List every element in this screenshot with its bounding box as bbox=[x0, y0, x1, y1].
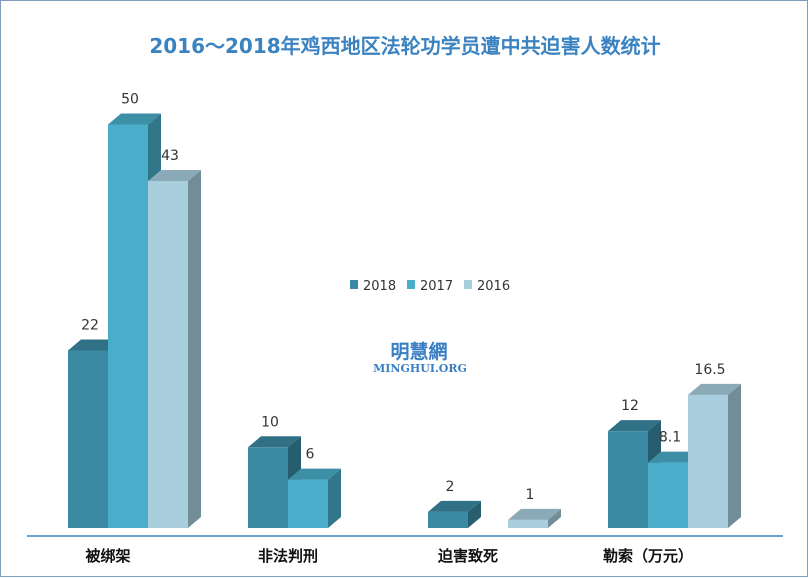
legend-swatch bbox=[464, 280, 472, 289]
bar-top bbox=[68, 339, 121, 351]
data-label: 1 bbox=[526, 487, 535, 503]
watermark-main: 明慧網 bbox=[390, 340, 447, 363]
bar bbox=[288, 468, 341, 528]
bar-front bbox=[508, 519, 548, 528]
category-label: 非法判刑 bbox=[258, 547, 318, 565]
data-label: 22 bbox=[81, 317, 99, 333]
legend-swatch bbox=[350, 280, 358, 289]
bar bbox=[688, 383, 741, 528]
legend-label: 2018 bbox=[363, 279, 396, 294]
bar-front bbox=[608, 431, 648, 528]
bar-front bbox=[288, 479, 328, 528]
category-label: 勒索（万元） bbox=[603, 547, 693, 565]
legend-label: 2016 bbox=[477, 279, 510, 294]
bar bbox=[508, 508, 561, 528]
bar-top bbox=[608, 420, 661, 432]
bar-top bbox=[248, 436, 301, 448]
data-label: 10 bbox=[261, 414, 279, 430]
legend-label: 2017 bbox=[420, 279, 453, 294]
bars-group: 22 50 43 10 6 2 1 12 8.1 16.5 bbox=[68, 92, 741, 529]
category-label: 迫害致死 bbox=[438, 547, 498, 565]
legend-swatch bbox=[407, 280, 415, 289]
category-labels: 被绑架 非法判刑 迫害致死 勒索（万元） bbox=[85, 547, 693, 565]
bar-top bbox=[428, 500, 481, 512]
bar-side bbox=[328, 468, 341, 528]
chart-title: 2016～2018年鸡西地区法轮功学员遭中共迫害人数统计 bbox=[149, 34, 660, 58]
data-label: 16.5 bbox=[694, 362, 725, 378]
bar-front bbox=[648, 462, 688, 528]
bar-front bbox=[688, 394, 728, 528]
data-label: 2 bbox=[446, 479, 455, 495]
data-label: 43 bbox=[161, 148, 179, 164]
bar-top bbox=[688, 383, 741, 395]
bar-top bbox=[508, 508, 561, 520]
bar-front bbox=[248, 447, 288, 528]
bar-side bbox=[468, 500, 481, 528]
bar bbox=[428, 500, 481, 528]
bar-front bbox=[68, 350, 108, 528]
watermark-sub: MINGHUI.ORG bbox=[373, 362, 467, 375]
bar-side bbox=[548, 508, 561, 528]
data-label: 8.1 bbox=[659, 430, 681, 446]
watermark: 明慧網 MINGHUI.ORG bbox=[373, 340, 467, 375]
bar-top bbox=[288, 468, 341, 480]
bar-top bbox=[148, 169, 201, 181]
bar-side bbox=[728, 383, 741, 528]
data-label: 12 bbox=[621, 398, 639, 414]
data-label: 50 bbox=[121, 92, 139, 108]
bar-front bbox=[108, 124, 148, 528]
data-label: 6 bbox=[306, 447, 315, 463]
bar bbox=[148, 169, 201, 529]
bar-front bbox=[148, 180, 188, 529]
bar-top bbox=[648, 451, 701, 463]
bar-top bbox=[108, 113, 161, 125]
bar-front bbox=[428, 511, 468, 528]
bar-side bbox=[188, 169, 201, 529]
category-label: 被绑架 bbox=[85, 547, 130, 565]
legend: 2018 2017 2016 bbox=[350, 279, 510, 294]
